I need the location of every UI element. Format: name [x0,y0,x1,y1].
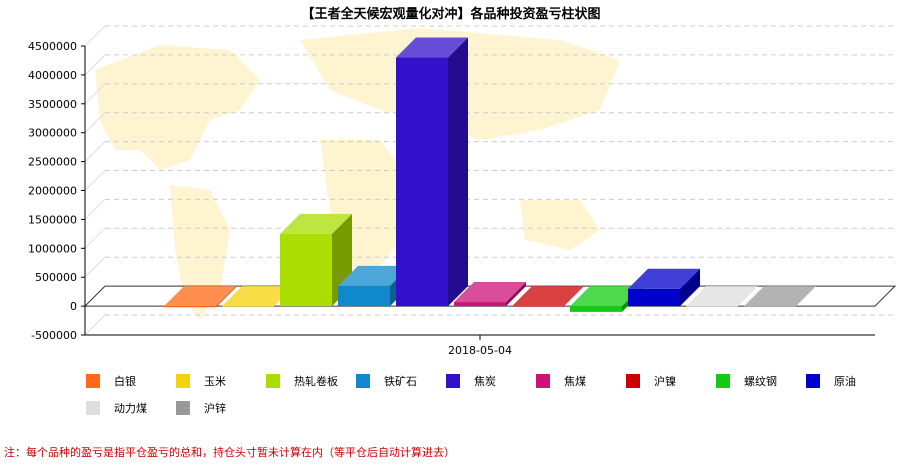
bar-side [506,282,526,307]
bar-top [512,286,584,307]
legend-label: 焦炭 [474,375,496,388]
gridline-depth [84,314,106,336]
y-tick-label: 500000 [35,271,77,284]
chart-title: 【王者全天候宏观量化对冲】各品种投资盈亏柱状图 [301,6,600,22]
bar-top [396,37,468,58]
legend-swatch [176,374,190,388]
bar-top [454,282,526,303]
bar [454,282,526,307]
gridline-depth [84,256,106,278]
legend-label: 螺纹钢 [744,374,777,388]
bar-front [570,306,622,312]
bar-front [454,302,506,307]
legend-label: 沪锌 [204,401,226,415]
bar-top [338,265,410,286]
legend-item: 热轧卷板 [266,374,338,388]
bar-top [164,286,236,307]
legend-label: 动力煤 [114,402,147,415]
legend-item: 焦炭 [446,374,496,388]
y-tick-label: 1500000 [28,213,77,226]
legend-label: 沪镍 [654,374,676,388]
legend-swatch [446,374,460,388]
bar [338,265,410,307]
legend-item: 动力煤 [86,401,147,415]
legend-swatch [626,374,640,388]
bar-front [628,288,680,307]
legend-item: 沪锌 [176,401,226,415]
y-axis: -500000 0 500000 1000000 1500000 2000000 25000… [28,40,86,342]
bar-top [570,286,642,307]
bar-top [744,286,816,307]
y-tick-label: 0 [70,300,77,313]
bar-top [628,268,700,289]
legend-item: 白银 [86,374,136,388]
legend-item: 螺纹钢 [716,374,777,388]
bar [222,286,294,307]
gridline-depth [84,83,106,105]
y-tick-label: 2000000 [28,185,77,198]
legend-label: 玉米 [204,375,226,388]
bar-front [338,285,390,307]
legend-item: 原油 [806,374,856,388]
bar-top [222,286,294,307]
bars [164,37,816,312]
gridline-depth [84,112,106,134]
legend-item: 焦煤 [536,374,586,388]
bar-front [512,306,564,307]
y-tick-label: 2500000 [28,156,77,169]
bar-front [686,306,738,307]
legend-item: 玉米 [176,374,226,388]
bar [686,286,758,307]
legend-label: 热轧卷板 [294,374,338,388]
gridline-depth [84,25,106,47]
legend-swatch [86,401,100,415]
legend-label: 铁矿石 [384,375,417,388]
legend-label: 原油 [834,374,856,388]
legend-item: 沪镍 [626,374,676,388]
legend-label: 焦煤 [564,375,586,388]
legend-item: 铁矿石 [356,374,417,388]
bar [164,286,236,308]
y-tick-label: 1000000 [28,242,77,255]
gridline-depth [84,141,106,162]
bar [512,286,584,307]
legend-swatch [266,374,280,388]
y-tick-label: -500000 [31,329,77,342]
legend-swatch [536,374,550,388]
y-tick-label: 4000000 [28,69,77,82]
gridline-depth [84,170,106,191]
bar-front [222,306,274,307]
bar-front [744,306,796,307]
bar-side [216,286,236,308]
bar [628,268,700,307]
y-tick-label: 3000000 [28,127,77,140]
x-tick-label: 2018-05-04 [448,344,512,357]
legend-label: 白银 [114,374,136,388]
bar [396,37,468,307]
bar-front [396,57,448,307]
legend-swatch [356,374,370,388]
bar-top [686,286,758,307]
footnote: 注：每个品种的盈亏是指平仓盈亏的总和，持仓头寸暂未计算在内（等平仓后自动计算进去… [4,446,455,459]
gridline-depth [84,54,106,76]
bar [280,213,352,307]
bar [744,286,816,307]
y-tick-label: 4500000 [28,40,77,53]
gridline-depth [84,227,106,249]
gridline-depth [84,199,106,220]
x-axis: 2018-05-04 [85,334,875,357]
bar-side [448,37,468,307]
y-tick-label: 3500000 [28,98,77,111]
bar-top [280,213,352,234]
bar-front [164,306,216,308]
legend-swatch [806,374,820,388]
bar-side [680,268,700,307]
bar-front [280,233,332,307]
legend-swatch [86,374,100,388]
legend-swatch [176,401,190,415]
legend-swatch [716,374,730,388]
